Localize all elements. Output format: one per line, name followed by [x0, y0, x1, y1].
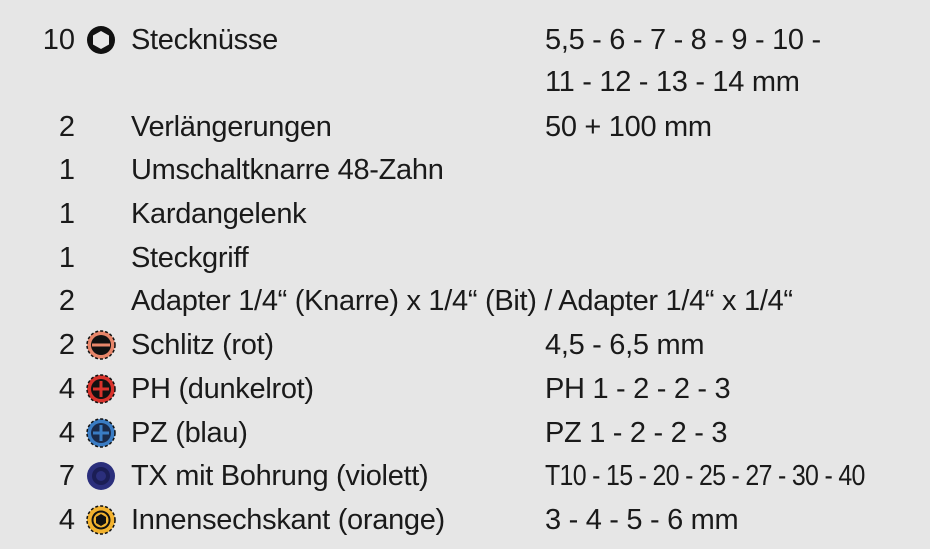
item-row-slotted: 2 Schlitz (rot) 4,5 - 6,5 mm	[0, 323, 930, 367]
item-row-phillips: 4 PH (dunkelrot) PH 1 - 2 - 2 - 3	[0, 367, 930, 411]
item-row-extensions: 2 Verlängerungen 50 + 100 mm	[0, 105, 930, 149]
item-name: Verlängerungen	[131, 111, 332, 143]
item-row-pozidriv: 4 PZ (blau) PZ 1 - 2 - 2 - 3	[0, 411, 930, 455]
item-row-torx: 7 TX mit Bohrung (violett) T10 - 15 - 20…	[0, 454, 930, 498]
item-spec: 5,5 - 6 - 7 - 8 - 9 - 10 -	[545, 24, 821, 56]
hex-bit-icon	[86, 505, 116, 535]
item-spec: 4,5 - 6,5 mm	[545, 329, 705, 361]
quantity: 1	[58, 198, 75, 230]
hex-socket-icon	[87, 26, 115, 54]
item-name: Kardangelenk	[131, 198, 307, 230]
item-spec-line2: 11 - 12 - 13 - 14 mm	[545, 66, 800, 98]
item-spec: PH 1 - 2 - 2 - 3	[545, 373, 731, 405]
phillips-bit-icon	[86, 374, 116, 404]
item-spec: 3 - 4 - 5 - 6 mm	[545, 504, 739, 536]
item-name: Schlitz (rot)	[131, 329, 274, 361]
item-name: Adapter 1/4“ (Knarre) x 1/4“ (Bit) / Ada…	[131, 285, 793, 317]
quantity: 1	[58, 242, 75, 274]
quantity: 2	[58, 329, 75, 361]
item-name: Steckgriff	[131, 242, 249, 274]
slotted-bit-icon	[86, 330, 116, 360]
item-name: PZ (blau)	[131, 417, 248, 449]
item-name: TX mit Bohrung (violett)	[131, 460, 429, 492]
item-spec: 50 + 100 mm	[545, 111, 712, 143]
pozidriv-bit-icon	[86, 418, 116, 448]
item-row-ratchet: 1 Umschaltknarre 48-Zahn	[0, 148, 930, 192]
item-name: PH (dunkelrot)	[131, 373, 314, 405]
item-name: Innensechskant (orange)	[131, 504, 445, 536]
quantity: 2	[58, 285, 75, 317]
quantity: 4	[58, 504, 75, 536]
quantity: 7	[58, 460, 75, 492]
quantity: 4	[58, 417, 75, 449]
item-name: Umschaltknarre 48-Zahn	[131, 154, 444, 186]
quantity: 10	[42, 24, 75, 56]
item-spec: T10 - 15 - 20 - 25 - 27 - 30 - 40	[545, 460, 865, 492]
item-row-universal-joint: 1 Kardangelenk	[0, 192, 930, 236]
quantity: 1	[58, 154, 75, 186]
quantity: 2	[58, 111, 75, 143]
item-row-handle: 1 Steckgriff	[0, 236, 930, 280]
item-row-sockets: 10 Stecknüsse 5,5 - 6 - 7 - 8 - 9 - 10 -…	[0, 18, 930, 98]
quantity: 4	[58, 373, 75, 405]
item-row-hex: 4 Innensechskant (orange) 3 - 4 - 5 - 6 …	[0, 498, 930, 542]
item-row-adapters: 2 Adapter 1/4“ (Knarre) x 1/4“ (Bit) / A…	[0, 279, 930, 323]
torx-bit-icon	[87, 462, 115, 490]
item-name: Stecknüsse	[131, 24, 278, 56]
item-spec: PZ 1 - 2 - 2 - 3	[545, 417, 728, 449]
